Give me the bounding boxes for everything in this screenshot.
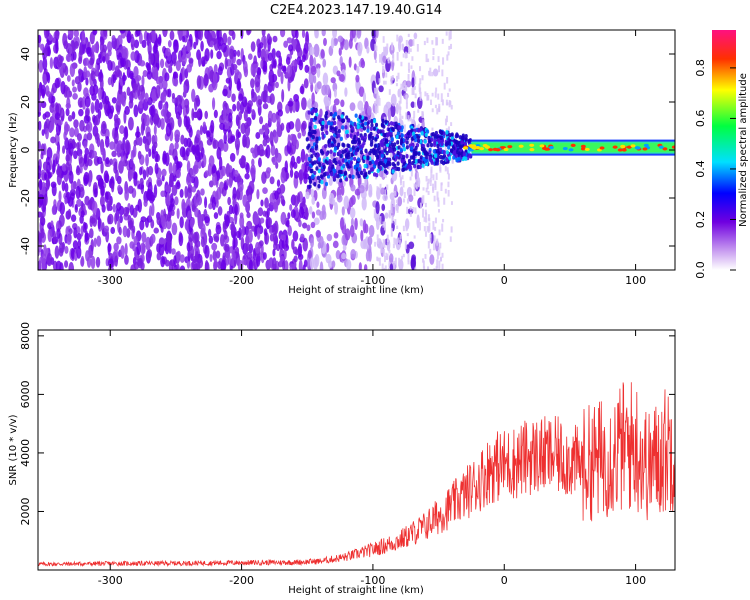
spectrogram-x-tick-label: -100 bbox=[360, 274, 385, 287]
colorbar-tick-label: 0.8 bbox=[694, 59, 707, 77]
spectrogram-x-tick-label: -200 bbox=[229, 274, 254, 287]
spectrogram-x-ticks: -300 -200 -100 0 100 bbox=[98, 30, 646, 287]
snr-series-line bbox=[38, 382, 675, 568]
snr-x-tick-label: 100 bbox=[625, 574, 646, 587]
colorbar-tick-label: 0.2 bbox=[694, 211, 707, 229]
colorbar-tick-label: 0.6 bbox=[694, 110, 707, 128]
snr-y-tick-label: 6000 bbox=[19, 380, 32, 408]
colorbar-gradient bbox=[712, 30, 736, 270]
snr-y-tick-label: 8000 bbox=[19, 322, 32, 350]
chart-title: C2E4.2023.147.19.40.G14 bbox=[270, 3, 442, 18]
snr-y-ticks: 2000 4000 6000 8000 bbox=[19, 322, 675, 525]
spectrogram-heatmap bbox=[38, 30, 675, 270]
snr-y-tick-label: 2000 bbox=[19, 497, 32, 525]
spectrogram-x-axis-label: Height of straight line (km) bbox=[288, 285, 424, 296]
colorbar-ticks: 0.0 0.2 0.4 0.6 0.8 bbox=[694, 59, 736, 279]
spectrogram-y-tick-label: -40 bbox=[19, 237, 32, 255]
colorbar-tick-label: 0.4 bbox=[694, 160, 707, 178]
colorbar: 0.0 0.2 0.4 0.6 0.8 Normalized spectral ampl… bbox=[694, 30, 749, 279]
snr-x-tick-label: 0 bbox=[501, 574, 508, 587]
spectrogram-y-axis-label: Frequency (Hz) bbox=[8, 112, 19, 188]
snr-x-ticks: -300 -200 -100 0 100 bbox=[98, 330, 646, 587]
spectrogram-x-tick-label: 0 bbox=[501, 274, 508, 287]
snr-y-tick-label: 4000 bbox=[19, 439, 32, 467]
snr-frame bbox=[37, 329, 676, 571]
snr-x-axis-label: Height of straight line (km) bbox=[288, 585, 424, 596]
snr-y-axis-label: SNR (10 * v/v) bbox=[8, 414, 19, 485]
spectrogram-y-tick-label: -20 bbox=[19, 189, 32, 207]
snr-x-tick-label: -200 bbox=[229, 574, 254, 587]
spectrogram-y-tick-label: 40 bbox=[19, 47, 32, 61]
snr-panel: -300 -200 -100 0 100 2000 4000 6000 8000 Height… bbox=[8, 322, 676, 596]
colorbar-tick-label: 0.0 bbox=[694, 261, 707, 279]
spectrogram-y-tick-label: 0 bbox=[19, 147, 32, 154]
spectrogram-x-tick-label: -300 bbox=[98, 274, 123, 287]
colorbar-label: Normalized spectral amplitude bbox=[738, 73, 749, 227]
snr-x-tick-label: -300 bbox=[98, 574, 123, 587]
spectrogram-y-tick-label: 20 bbox=[19, 95, 32, 109]
spectrogram-y-ticks: -40 -20 0 20 40 bbox=[19, 47, 675, 255]
spectrogram-x-tick-label: 100 bbox=[625, 274, 646, 287]
snr-x-tick-label: -100 bbox=[360, 574, 385, 587]
